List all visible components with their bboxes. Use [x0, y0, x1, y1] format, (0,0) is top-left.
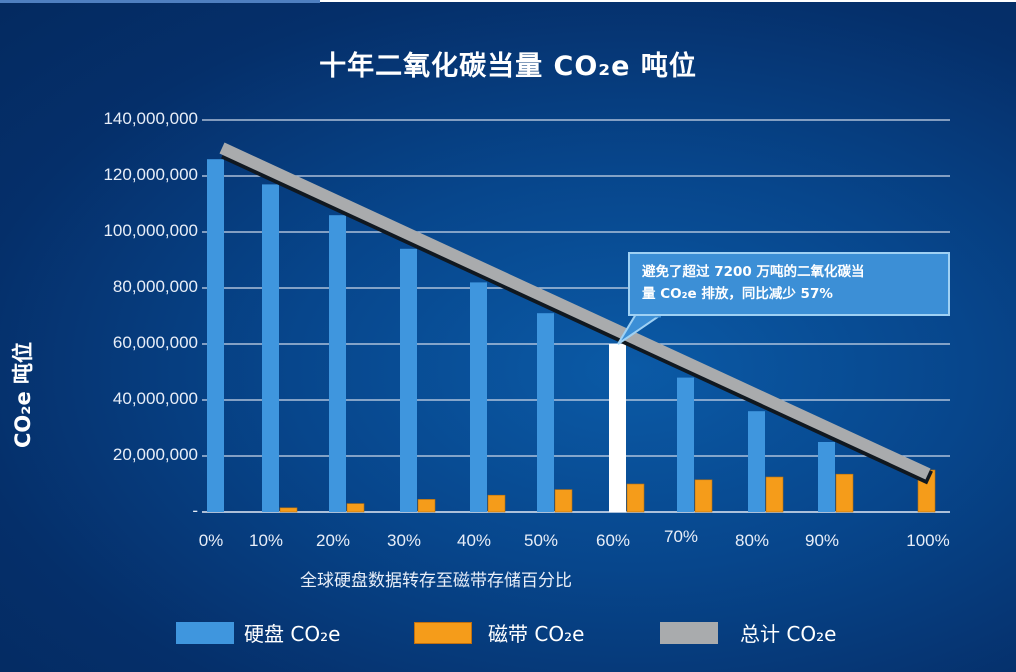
hdd-bar: [262, 184, 279, 512]
tape-bar: [417, 499, 436, 513]
x-tick-label: 40%: [456, 531, 492, 550]
x-axis-label: 全球硬盘数据转存至磁带存储百分比: [300, 571, 572, 591]
y-tick-label: 40,000,000: [112, 389, 198, 408]
y-tick-label: 60,000,000: [112, 333, 198, 352]
callout-annotation: 避免了超过 7200 万吨的二氧化碳当 量 CO₂e 排放，同比减少 57%: [628, 252, 950, 316]
legend-item-total: 总计 CO₂e: [660, 618, 836, 647]
hdd-bar: [677, 377, 694, 512]
y-tick-label: -: [192, 501, 198, 520]
tape-bar: [554, 489, 573, 513]
hdd-bar: [207, 159, 224, 512]
legend-swatch-hdd: [176, 621, 234, 644]
hdd-bar: [400, 248, 417, 513]
tape-bar: [835, 473, 854, 513]
legend-item-hdd: 硬盘 CO₂e: [176, 618, 340, 647]
x-tick-label: 80%: [734, 531, 770, 550]
x-tick-label: 20%: [315, 531, 351, 550]
chart-title: 十年二氧化碳当量 CO₂e 吨位: [319, 51, 697, 82]
callout-line-2: 量 CO₂e 排放，同比减少 57%: [642, 286, 833, 302]
hdd-bar: [609, 344, 626, 512]
y-tick-label: 100,000,000: [103, 221, 198, 240]
tape-bar: [694, 479, 713, 513]
y-tick-label: 140,000,000: [103, 109, 198, 128]
y-tick-label: 80,000,000: [112, 277, 198, 296]
legend-label-total: 总计 CO₂e: [740, 622, 837, 646]
legend-label-hdd: 硬盘 CO₂e: [244, 622, 341, 646]
x-tick-label: 0%: [198, 531, 224, 550]
x-tick-label: 60%: [595, 531, 631, 550]
hdd-bar: [537, 313, 554, 512]
x-tick-label: 10%: [248, 531, 284, 550]
tape-bar: [487, 494, 506, 513]
tape-bar: [279, 507, 298, 513]
callout-line-1: 避免了超过 7200 万吨的二氧化碳当: [642, 264, 865, 280]
y-tick-label: 20,000,000: [112, 445, 198, 464]
tape-bar: [765, 476, 784, 513]
hdd-bar: [470, 282, 487, 512]
x-tick-label: 100%: [906, 531, 950, 550]
tape-bar: [626, 483, 645, 513]
x-tick-label: 30%: [386, 531, 422, 550]
y-tick-label: 120,000,000: [103, 165, 198, 184]
x-tick-label: 50%: [523, 531, 559, 550]
top-strip-white: [320, 0, 1016, 2]
hdd-bar: [748, 411, 765, 512]
legend-swatch-total: [660, 621, 718, 644]
x-tick-label: 70%: [663, 527, 699, 546]
hdd-bar: [329, 215, 346, 512]
legend-label-tape: 磁带 CO₂e: [488, 622, 585, 646]
tape-bar: [346, 503, 365, 513]
legend-item-tape: 磁带 CO₂e: [414, 618, 584, 647]
legend-swatch-tape: [414, 621, 472, 644]
x-tick-label: 90%: [804, 531, 840, 550]
top-strip: [0, 0, 320, 3]
total-line: [219, 142, 931, 480]
hdd-bar: [818, 442, 835, 512]
